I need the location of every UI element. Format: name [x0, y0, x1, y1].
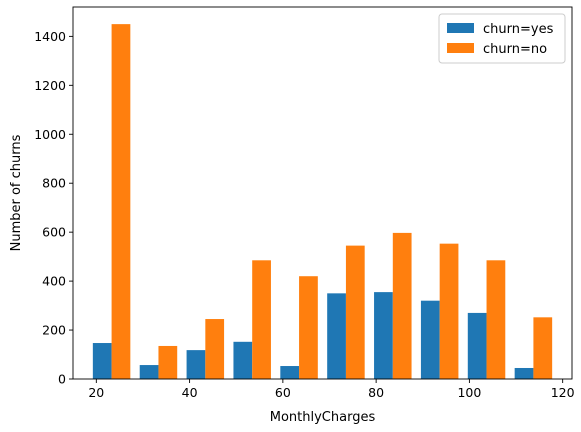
bar-churn-no-2 — [205, 319, 225, 379]
bar-churn-no-0 — [111, 24, 131, 379]
bar-churn-yes-3 — [233, 341, 253, 379]
bar-churn-no-7 — [439, 243, 459, 379]
y-tick-label: 400 — [42, 274, 66, 289]
legend-label-churn-yes: churn=yes — [483, 22, 554, 37]
x-tick-label: 20 — [88, 385, 104, 400]
bar-churn-yes-0 — [92, 343, 112, 379]
bar-churn-no-6 — [392, 232, 412, 379]
bar-churn-yes-9 — [514, 367, 534, 379]
bars-group — [92, 24, 553, 379]
bar-churn-yes-1 — [139, 365, 159, 379]
y-tick-label: 1400 — [34, 29, 66, 44]
bar-churn-no-5 — [345, 245, 365, 379]
legend-swatch-churn-no — [447, 43, 474, 53]
bar-churn-yes-4 — [280, 366, 300, 379]
legend: churn=yes churn=no — [438, 13, 566, 64]
bar-churn-no-1 — [158, 345, 178, 379]
x-tick-label: 60 — [275, 385, 291, 400]
plot-frame — [72, 6, 573, 380]
legend-label-churn-no: churn=no — [483, 42, 547, 57]
y-tick-label: 800 — [42, 176, 66, 191]
bar-churn-no-3 — [252, 260, 271, 379]
x-axis-ticks: 20 40 60 80 100 120 — [88, 379, 575, 400]
y-axis-label: Number of churns — [9, 134, 24, 251]
y-tick-label: 1200 — [34, 78, 66, 93]
bar-churn-no-8 — [486, 260, 506, 379]
y-tick-label: 200 — [42, 323, 66, 338]
y-tick-label: 600 — [42, 225, 66, 240]
bar-churn-yes-2 — [186, 350, 206, 379]
bar-churn-yes-8 — [467, 312, 487, 379]
x-tick-label: 40 — [182, 385, 198, 400]
x-tick-label: 120 — [551, 385, 575, 400]
y-axis-ticks: 0 200 400 600 800 1000 1200 1400 — [34, 29, 73, 387]
y-tick-label: 0 — [58, 372, 66, 387]
y-tick-label: 1000 — [34, 127, 66, 142]
bar-churn-no-4 — [299, 276, 318, 379]
bar-churn-yes-5 — [327, 293, 346, 379]
bar-churn-no-9 — [533, 317, 553, 379]
x-tick-label: 100 — [457, 385, 481, 400]
legend-swatch-churn-yes — [447, 23, 474, 33]
bar-churn-yes-6 — [374, 292, 393, 379]
x-axis-label: MonthlyCharges — [270, 410, 376, 425]
x-tick-label: 80 — [368, 385, 384, 400]
bar-churn-yes-7 — [420, 300, 440, 379]
